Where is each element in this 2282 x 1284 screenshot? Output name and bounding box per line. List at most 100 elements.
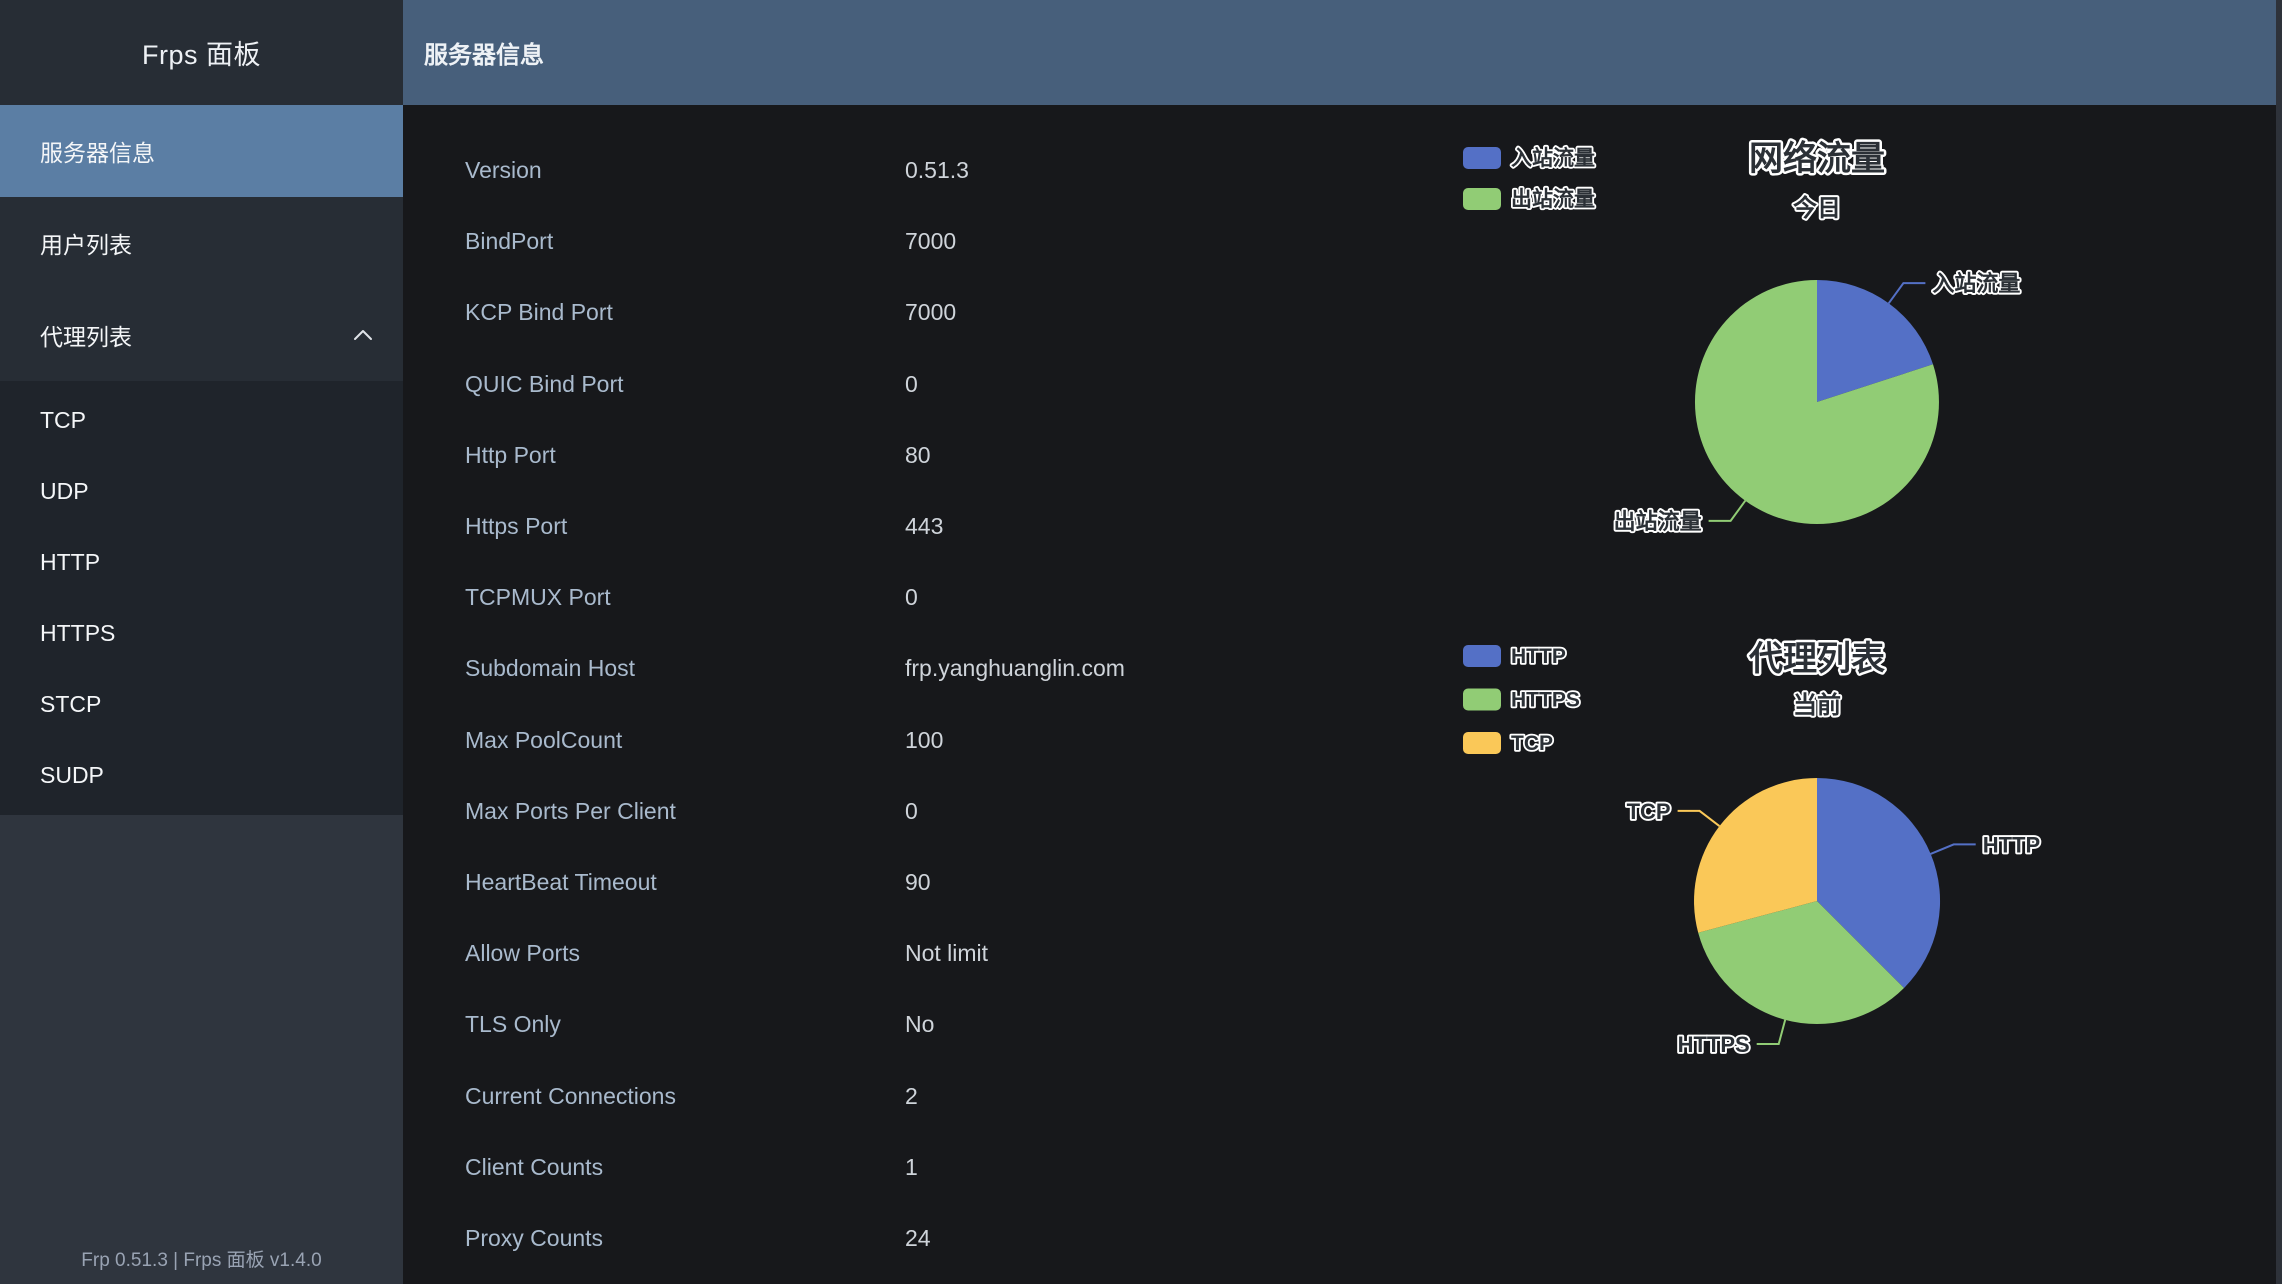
sidebar: Frps 面板 服务器信息用户列表代理列表 TCP UDP HTTP HTTPS STC… <box>0 0 403 1284</box>
row-label: Current Connections <box>465 1082 676 1109</box>
pie-label: TCP <box>1627 799 1671 824</box>
server-info-table: Version 0.51.3 BindPort 7000 KCP Bind Port 70… <box>465 135 1365 1274</box>
table-row: KCP Bind Port 7000 <box>465 277 1365 348</box>
table-row: Allow Ports Not limit <box>465 918 1365 989</box>
proxy-list-chart: 代理列表 当前 HTTP HTTPS TCP HTTP HTTPS TCP <box>1350 620 2276 1180</box>
legend-swatch <box>1463 188 1501 210</box>
chart-title: 网络流量 <box>1749 139 1885 178</box>
legend-swatch <box>1463 688 1501 711</box>
table-row: Subdomain Host frp.yanghuanglin.com <box>465 633 1365 704</box>
table-row: Https Port 443 <box>465 491 1365 562</box>
row-label: Subdomain Host <box>465 655 636 682</box>
legend-item-1[interactable]: HTTPS <box>1463 687 1582 713</box>
table-row: Proxy Counts 24 <box>465 1203 1365 1274</box>
legend-item-2[interactable]: TCP <box>1463 730 1555 757</box>
table-row: Max Ports Per Client 0 <box>465 776 1365 847</box>
table-row: HeartBeat Timeout 90 <box>465 847 1365 918</box>
row-label: Http Port <box>465 441 556 468</box>
sidebar-subitem-tcp[interactable]: TCP <box>40 407 86 433</box>
sidebar-item-label: 用户列表 <box>40 232 132 258</box>
row-value: 80 <box>905 441 931 468</box>
app-title: Frps 面板 <box>0 0 403 105</box>
table-row: Current Connections 2 <box>465 1060 1365 1131</box>
chart-legend: HTTP HTTPS TCP <box>1463 643 1582 757</box>
row-label: HeartBeat Timeout <box>465 868 657 895</box>
pie-slice-1[interactable] <box>1694 280 1939 524</box>
row-value: 0 <box>905 584 918 611</box>
row-value: 443 <box>905 513 944 540</box>
sidebar-subitem-https[interactable]: HTTPS <box>40 620 116 646</box>
legend-item-0[interactable]: 入站流量 <box>1463 144 1597 172</box>
page-title: 服务器信息 <box>424 42 544 69</box>
row-value: frp.yanghuanglin.com <box>905 655 1125 682</box>
chart-subtitle: 当前 <box>1793 691 1841 719</box>
row-label: TLS Only <box>465 1011 561 1038</box>
pie-label: 出站流量 <box>1614 509 1702 534</box>
legend-label: 出站流量 <box>1511 187 1595 211</box>
row-value: 90 <box>905 868 931 895</box>
sidebar-subitem-stcp[interactable]: STCP <box>40 691 102 717</box>
row-value: 24 <box>905 1224 931 1251</box>
pie-slice-0[interactable] <box>1817 280 1933 402</box>
row-value: 0.51.3 <box>905 157 969 184</box>
row-label: BindPort <box>465 228 554 255</box>
sidebar-item-2[interactable]: 代理列表 <box>0 289 403 381</box>
legend-swatch <box>1463 645 1501 667</box>
row-label: Max Ports Per Client <box>465 797 676 824</box>
sidebar-item-1[interactable]: 用户列表 <box>0 197 403 289</box>
chevron-up-icon[interactable] <box>353 329 373 341</box>
sidebar-subitem-sudp[interactable]: SUDP <box>40 762 104 788</box>
table-row: Client Counts 1 <box>465 1132 1365 1203</box>
row-label: Https Port <box>465 513 568 540</box>
main-content: Version 0.51.3 BindPort 7000 KCP Bind Port 70… <box>403 105 2282 1284</box>
pie-label-line <box>1756 1019 1787 1045</box>
pie-label-line <box>1930 843 1976 855</box>
row-label: Version <box>465 157 542 184</box>
chart-subtitle: 今日 <box>1793 194 1841 222</box>
table-row: TCPMUX Port 0 <box>465 562 1365 633</box>
table-row: TLS Only No <box>465 989 1365 1060</box>
page-header: 服务器信息 <box>403 0 2282 105</box>
sidebar-item-label: 代理列表 <box>40 324 132 350</box>
row-value: Not limit <box>905 940 989 967</box>
legend-label: TCP <box>1511 732 1553 755</box>
sidebar-item-0[interactable]: 服务器信息 <box>0 105 403 197</box>
sidebar-item-label: 服务器信息 <box>40 140 155 166</box>
sidebar-subitem-http[interactable]: HTTP <box>40 549 101 575</box>
pie-slice-2[interactable] <box>1694 778 1817 933</box>
sidebar-menu: 服务器信息用户列表代理列表 <box>0 105 403 381</box>
sidebar-submenu: TCP UDP HTTP HTTPS STCP SUDP <box>0 381 403 815</box>
pie-label-line <box>1708 500 1747 522</box>
pie-label: HTTP <box>1983 832 2040 857</box>
row-label: Client Counts <box>465 1153 604 1180</box>
row-value: 0 <box>905 370 918 397</box>
sidebar-subitem-udp[interactable]: UDP <box>40 478 89 504</box>
pie-slice-0[interactable] <box>1817 778 1941 988</box>
pie-label: HTTPS <box>1678 1032 1750 1057</box>
version-footer: Frp 0.51.3 | Frps 面板 v1.4.0 <box>81 1250 322 1271</box>
legend-label: 入站流量 <box>1511 146 1595 170</box>
row-label: KCP Bind Port <box>465 299 613 326</box>
row-label: Max PoolCount <box>465 726 623 753</box>
chart-title: 代理列表 <box>1748 640 1885 678</box>
legend-item-0[interactable]: HTTP <box>1463 643 1568 670</box>
table-row: Version 0.51.3 <box>465 135 1365 206</box>
legend-label: HTTP <box>1511 645 1566 668</box>
row-label: TCPMUX Port <box>465 584 611 611</box>
pie-label-line <box>1677 809 1721 827</box>
legend-item-1[interactable]: 出站流量 <box>1463 185 1597 213</box>
row-label: Proxy Counts <box>465 1224 604 1251</box>
table-row: Max PoolCount 100 <box>465 705 1365 776</box>
row-label: Allow Ports <box>465 940 581 967</box>
legend-swatch <box>1463 147 1501 169</box>
table-row: Http Port 80 <box>465 420 1365 491</box>
pie-label: 入站流量 <box>1932 271 2020 296</box>
scrollbar-track[interactable] <box>2276 0 2282 1284</box>
legend-label: HTTPS <box>1511 689 1580 712</box>
row-value: 7000 <box>905 299 957 326</box>
row-value: 7000 <box>905 228 957 255</box>
legend-swatch <box>1463 732 1501 754</box>
pie-slice-1[interactable] <box>1698 901 1904 1025</box>
